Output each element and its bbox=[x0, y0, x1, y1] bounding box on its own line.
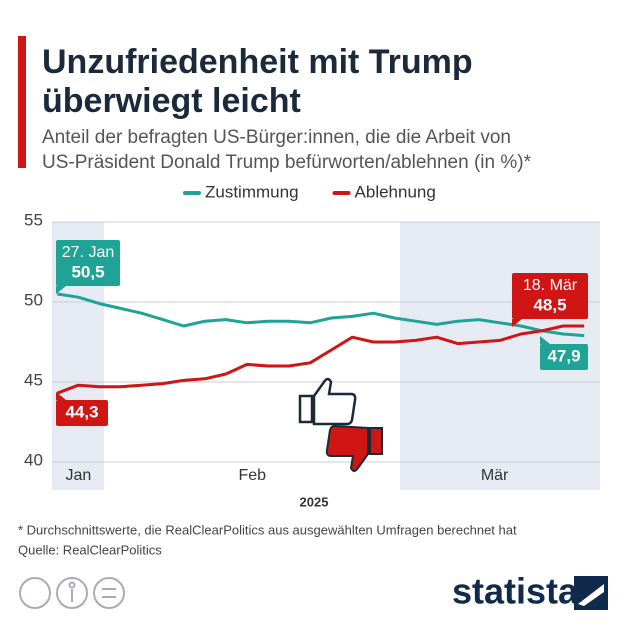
thumbs-up-icon bbox=[298, 377, 357, 426]
chart-subtitle: Anteil der befragten US-Bürger:innen, di… bbox=[42, 127, 511, 148]
x-tick-label: Mär bbox=[481, 467, 509, 484]
brand-mark bbox=[574, 576, 608, 610]
label-pointer bbox=[540, 336, 550, 344]
label-box bbox=[540, 344, 588, 370]
chart-title: Unzufriedenheit mit Trump bbox=[42, 43, 473, 81]
data-label: 48,5 bbox=[533, 295, 566, 314]
label-box bbox=[56, 240, 120, 286]
series-line bbox=[56, 324, 585, 395]
chart-subtitle: US-Präsident Donald Trump befürworten/ab… bbox=[42, 152, 532, 173]
label-box bbox=[512, 273, 588, 319]
y-tick-label: 50 bbox=[24, 290, 43, 309]
y-tick-label: 40 bbox=[24, 450, 43, 469]
label-pointer bbox=[56, 286, 66, 294]
y-tick-label: 55 bbox=[24, 210, 43, 229]
annotation-date: 27. Jan bbox=[62, 244, 114, 261]
x-axis-label: 2025 bbox=[300, 494, 329, 509]
grid: 40 45 50 55 Jan Feb Mär bbox=[24, 210, 600, 484]
x-tick-label: Feb bbox=[238, 467, 266, 484]
x-tick-label: Jan bbox=[65, 467, 91, 484]
y-tick-label: 45 bbox=[24, 370, 43, 389]
accent-bar bbox=[18, 36, 26, 168]
source: Quelle: RealClearPolitics bbox=[18, 542, 162, 557]
footnote: * Durchschnittswerte, die RealClearPolit… bbox=[18, 522, 517, 537]
data-label: 50,5 bbox=[71, 262, 104, 281]
series-line bbox=[57, 292, 585, 338]
brand-logo: statista bbox=[452, 571, 579, 612]
label-pointer bbox=[56, 392, 66, 400]
label-box bbox=[56, 400, 108, 426]
thumbs-down-icon bbox=[325, 424, 383, 472]
license-icons bbox=[19, 577, 125, 609]
chart-title: überwiegt leicht bbox=[42, 82, 301, 120]
data-label: 47,9 bbox=[547, 346, 580, 365]
legend-label: Zustimmung bbox=[205, 182, 299, 201]
legend-label: Ablehnung bbox=[355, 182, 436, 201]
data-label: 44,3 bbox=[65, 402, 98, 421]
label-pointer bbox=[512, 319, 522, 327]
annotation-date: 18. Mär bbox=[523, 277, 578, 294]
